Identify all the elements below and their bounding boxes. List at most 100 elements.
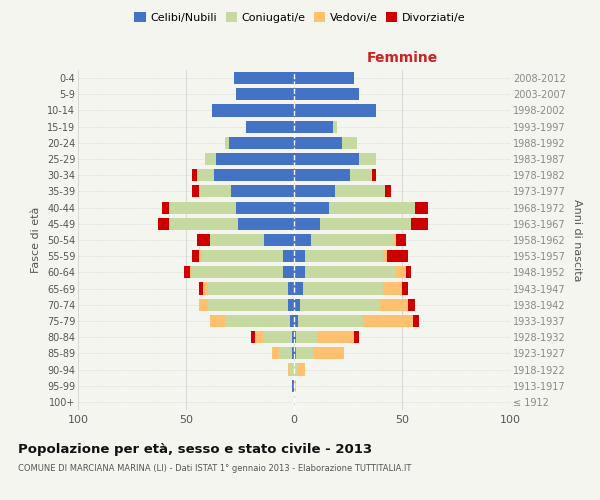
Bar (208, 298, 287, 311)
Text: Popolazione per età, sesso e stato civile - 2013: Popolazione per età, sesso e stato civil… (18, 442, 372, 456)
Bar (236, 88, 294, 101)
Bar (290, 364, 294, 376)
Bar (193, 169, 197, 181)
Bar (287, 298, 294, 311)
Bar (197, 234, 210, 246)
Bar (225, 315, 290, 327)
Bar (296, 348, 313, 360)
Bar (333, 120, 337, 132)
Bar (272, 348, 279, 360)
Bar (294, 218, 320, 230)
Bar (292, 331, 294, 343)
Bar (301, 298, 380, 311)
Bar (294, 137, 341, 149)
Bar (290, 315, 294, 327)
Bar (395, 266, 406, 278)
Bar (320, 218, 410, 230)
Bar (383, 282, 402, 294)
Bar (225, 137, 229, 149)
Bar (233, 72, 294, 84)
Bar (294, 88, 359, 101)
Bar (341, 137, 356, 149)
Bar (294, 298, 301, 311)
Bar (302, 282, 383, 294)
Bar (199, 298, 208, 311)
Bar (264, 234, 294, 246)
Bar (372, 169, 376, 181)
Bar (247, 120, 294, 132)
Bar (359, 153, 376, 165)
Bar (238, 218, 294, 230)
Bar (298, 364, 305, 376)
Bar (387, 250, 409, 262)
Bar (294, 380, 296, 392)
Bar (264, 331, 292, 343)
Bar (205, 153, 216, 165)
Text: Femmine: Femmine (367, 51, 437, 65)
Bar (279, 348, 292, 360)
Bar (158, 218, 169, 230)
Bar (318, 331, 355, 343)
Bar (395, 234, 406, 246)
Bar (294, 282, 302, 294)
Bar (402, 282, 409, 294)
Bar (255, 331, 264, 343)
Bar (305, 250, 383, 262)
Bar (294, 266, 305, 278)
Bar (383, 250, 387, 262)
Bar (292, 380, 294, 392)
Bar (203, 282, 208, 294)
Bar (287, 282, 294, 294)
Bar (193, 186, 199, 198)
Bar (232, 186, 294, 198)
Bar (216, 153, 294, 165)
Bar (162, 202, 169, 213)
Bar (283, 250, 294, 262)
Bar (410, 218, 428, 230)
Bar (311, 234, 394, 246)
Bar (236, 202, 294, 213)
Bar (294, 331, 296, 343)
Bar (294, 315, 298, 327)
Bar (294, 72, 355, 84)
Bar (394, 234, 395, 246)
Bar (229, 137, 294, 149)
Bar (169, 218, 238, 230)
Bar (214, 169, 294, 181)
Bar (329, 202, 415, 213)
Bar (335, 186, 385, 198)
Bar (208, 282, 287, 294)
Bar (350, 169, 372, 181)
Bar (413, 315, 419, 327)
Bar (210, 315, 225, 327)
Text: COMUNE DI MARCIANA MARINA (LI) - Dati ISTAT 1° gennaio 2013 - Elaborazione TUTTI: COMUNE DI MARCIANA MARINA (LI) - Dati IS… (18, 464, 412, 473)
Bar (406, 266, 410, 278)
Y-axis label: Fasce di età: Fasce di età (31, 207, 41, 273)
Bar (169, 202, 236, 213)
Bar (201, 250, 283, 262)
Bar (199, 186, 232, 198)
Bar (294, 169, 350, 181)
Bar (294, 364, 298, 376)
Bar (210, 234, 264, 246)
Bar (283, 266, 294, 278)
Bar (212, 104, 294, 117)
Bar (355, 331, 359, 343)
Bar (294, 234, 311, 246)
Bar (363, 315, 413, 327)
Bar (409, 298, 415, 311)
Bar (287, 364, 290, 376)
Bar (415, 202, 428, 213)
Bar (294, 153, 359, 165)
Bar (294, 104, 376, 117)
Bar (380, 298, 409, 311)
Bar (294, 186, 335, 198)
Bar (193, 250, 199, 262)
Legend: Celibi/Nubili, Coniugati/e, Vedovi/e, Divorziati/e: Celibi/Nubili, Coniugati/e, Vedovi/e, Di… (130, 8, 470, 28)
Bar (294, 202, 329, 213)
Bar (298, 315, 363, 327)
Bar (305, 266, 395, 278)
Bar (296, 331, 318, 343)
Bar (199, 250, 201, 262)
Bar (193, 266, 283, 278)
